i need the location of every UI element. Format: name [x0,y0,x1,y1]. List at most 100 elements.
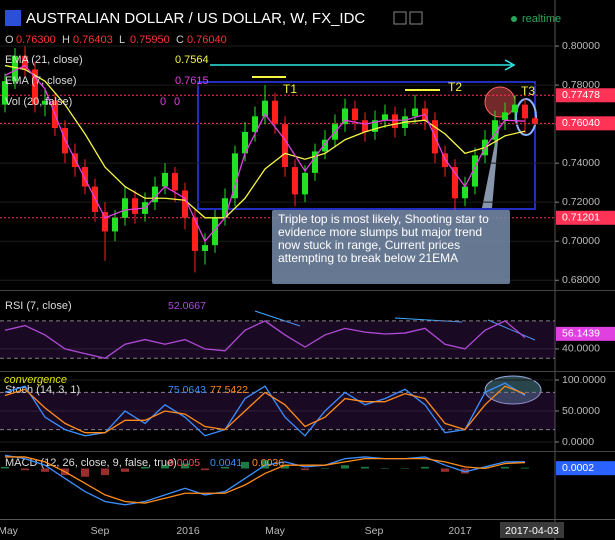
indicator-line [4,64,526,219]
candle-body [192,217,198,251]
histogram-bar [361,466,369,469]
ohlc-key: O [5,34,14,46]
histogram-bar [141,466,149,469]
top-label: T1 [283,82,297,96]
candle-body [2,81,8,105]
x-tick-label: Sep [91,525,110,537]
symbol-title[interactable]: AUSTRALIAN DOLLAR / US DOLLAR, W, FX_IDC [26,10,365,27]
candle-body [12,55,18,82]
icon[interactable] [409,11,423,25]
legend-value: 0.0041 [210,457,242,469]
candle-body [242,131,248,154]
ohlc-value: 0.75950 [130,34,170,46]
histogram-bar [101,468,109,476]
candle-body [392,114,398,129]
candle-body [112,217,118,232]
y-tick-label: 40.0000 [562,343,600,355]
candle-body [282,124,288,168]
ohlc-key: C [176,34,184,46]
candle-body [262,100,268,117]
y-tick-label: 100.0000 [562,374,606,386]
candle-body [512,104,518,113]
y-tick-label: 50.0000 [562,405,600,417]
axis-marker-label: 0.0002 [562,462,594,474]
x-tick-label: Sep [365,525,384,537]
histogram-bar [321,468,329,469]
candle-body [172,172,178,191]
axis-marker-label: 56.1439 [562,328,600,340]
y-tick-label: 0.70000 [562,235,600,247]
candle-body [182,190,188,218]
range-box [197,81,536,210]
legend-value: 0.7564 [175,54,209,66]
band-fill [0,392,555,430]
histogram-bar [201,468,209,471]
y-tick-label: 0.78000 [562,79,600,91]
histogram-bar [401,468,409,469]
histogram-bar [281,465,289,469]
status: realtime [522,13,561,25]
candle-body [342,108,348,125]
candle-body [532,118,538,124]
candle-body [412,108,418,117]
status-dot [511,16,517,22]
ohlc-key: H [62,34,70,46]
candle-body [202,245,208,251]
histogram-bar [501,466,509,469]
top-label: T2 [448,80,462,94]
candle-body [292,167,298,195]
candle-body [372,120,378,132]
candle-body [252,116,258,132]
y-tick-label: 0.74000 [562,157,600,169]
candle-body [232,153,238,199]
axis-marker-box [556,326,615,341]
histogram-bar [461,468,469,474]
legend-name: EMA (7, close) [5,75,77,87]
histogram-bar [81,468,89,477]
ohlc-value: 0.76403 [73,34,113,46]
note: convergence [4,374,67,386]
indicator-line [4,454,526,506]
ohlc-key: L [119,34,125,46]
trend-arrow-head [504,59,516,71]
legend-value: 0.0036 [252,457,284,469]
candle-body [352,108,358,121]
indicator-line [4,320,526,359]
indicator-line [4,382,526,437]
level-box [556,116,615,131]
candle-body [22,55,28,70]
candle-body [122,198,128,218]
histogram-bar [161,465,169,469]
icon[interactable] [393,11,407,25]
y-tick-label: 0.0000 [562,436,594,448]
histogram-bar [421,466,429,469]
candle-body [32,69,38,105]
candle-body [462,186,468,199]
current-date-box [500,522,564,538]
histogram-bar [521,467,529,469]
indicator-line [5,456,526,504]
rsi-trend-arrow [487,319,536,341]
candle-body [222,198,228,218]
indicator-line [4,385,526,434]
top-label: T3 [521,84,535,98]
study-name: MACD (12, 26, close, 9, false, true) [5,457,177,469]
candle-body [492,120,498,140]
legend-value: 0 [160,96,166,108]
legend-value: 0 [174,96,180,108]
legend-name: EMA (21, close) [5,54,83,66]
x-tick-label: 2016 [176,525,200,537]
histogram-bar [481,466,489,469]
histogram-bar [21,468,29,471]
histogram-bar [341,465,349,469]
x-tick-label: May [0,525,19,537]
candle-body [132,198,138,214]
legend-value: 0.7615 [175,75,209,87]
indicator-line [4,64,526,243]
current-date: 2017-04-03 [505,525,559,537]
histogram-bar [241,461,249,469]
ohlc-value: 0.76040 [187,34,227,46]
x-tick-label: 2017 [448,525,472,537]
